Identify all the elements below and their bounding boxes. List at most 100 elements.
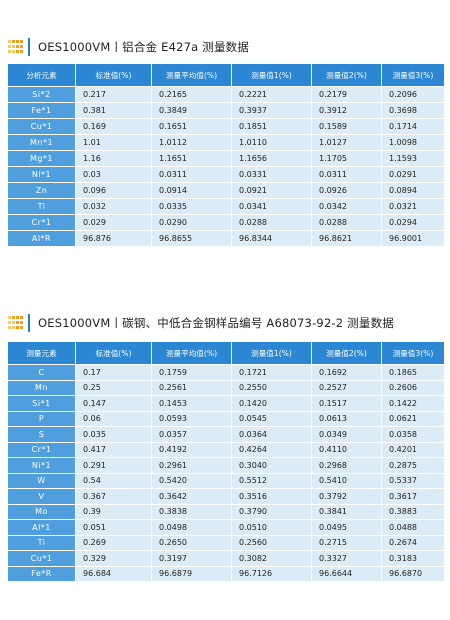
section-title-row: OES1000VM丨铝合金 E427a 测量数据 [8, 34, 444, 60]
table-row: Cu*1 0.169 0.1651 0.1851 0.1589 0.1714 [8, 118, 444, 134]
col-header: 测量值3(%) [382, 342, 444, 364]
value-cell: 0.0335 [152, 198, 232, 214]
value-cell: 0.0341 [232, 198, 312, 214]
value-cell: 0.5337 [382, 472, 444, 488]
section-title: OES1000VM丨碳钢、中低合金钢样品编号 A68073-92-2 测量数据 [38, 316, 394, 330]
value-cell: 0.2179 [312, 86, 382, 102]
value-cell: 1.1651 [152, 150, 232, 166]
value-cell: 0.0510 [232, 519, 312, 535]
element-cell: Zn [8, 182, 76, 198]
value-cell: 0.032 [76, 198, 152, 214]
element-cell: W [8, 472, 76, 488]
value-cell: 1.16 [76, 150, 152, 166]
value-cell: 0.0288 [312, 214, 382, 230]
table-row: Fe*R 96.684 96.6879 96.7126 96.6644 96.6870 [8, 565, 444, 581]
table-row: Cu*1 0.329 0.3197 0.3082 0.3327 0.3183 [8, 550, 444, 566]
value-cell: 0.3183 [382, 550, 444, 566]
value-cell: 0.25 [76, 379, 152, 395]
value-cell: 0.269 [76, 534, 152, 550]
value-cell: 0.029 [76, 214, 152, 230]
value-cell: 0.2165 [152, 86, 232, 102]
value-cell: 0.381 [76, 102, 152, 118]
grid-logo-icon [8, 316, 24, 330]
value-cell: 0.0290 [152, 214, 232, 230]
element-cell: Si*2 [8, 86, 76, 102]
table-row: Ti 0.032 0.0335 0.0341 0.0342 0.0321 [8, 198, 444, 214]
col-header: 测量平均值(%) [152, 342, 232, 364]
value-cell: 96.6870 [382, 565, 444, 581]
aluminum-alloy-section: OES1000VM丨铝合金 E427a 测量数据 分析元素 标准值(%) 测量平… [8, 34, 444, 246]
element-cell: Cu*1 [8, 118, 76, 134]
value-cell: 0.3040 [232, 457, 312, 473]
value-cell: 0.169 [76, 118, 152, 134]
value-cell: 0.1453 [152, 395, 232, 411]
value-cell: 0.3617 [382, 488, 444, 504]
element-cell: Mn [8, 379, 76, 395]
value-cell: 0.3937 [232, 102, 312, 118]
element-cell: V [8, 488, 76, 504]
value-cell: 0.0321 [382, 198, 444, 214]
value-cell: 0.3849 [152, 102, 232, 118]
element-cell: Fe*R [8, 565, 76, 581]
value-cell: 0.1420 [232, 395, 312, 411]
value-cell: 0.0921 [232, 182, 312, 198]
value-cell: 0.291 [76, 457, 152, 473]
value-cell: 0.0613 [312, 410, 382, 426]
value-cell: 0.3082 [232, 550, 312, 566]
element-cell: Al*R [8, 230, 76, 246]
section-title-row: OES1000VM丨碳钢、中低合金钢样品编号 A68073-92-2 测量数据 [8, 310, 444, 336]
value-cell: 0.4110 [312, 441, 382, 457]
value-cell: 0.2961 [152, 457, 232, 473]
value-cell: 0.4192 [152, 441, 232, 457]
value-cell: 0.5512 [232, 472, 312, 488]
element-cell: Cr*1 [8, 214, 76, 230]
element-cell: Mn*1 [8, 134, 76, 150]
value-cell: 0.0488 [382, 519, 444, 535]
value-cell: 0.39 [76, 503, 152, 519]
value-cell: 0.2527 [312, 379, 382, 395]
value-cell: 0.051 [76, 519, 152, 535]
table-row: V 0.367 0.3642 0.3516 0.3792 0.3617 [8, 488, 444, 504]
value-cell: 1.1656 [232, 150, 312, 166]
value-cell: 0.2606 [382, 379, 444, 395]
element-cell: Si*1 [8, 395, 76, 411]
value-cell: 0.329 [76, 550, 152, 566]
title-divider [28, 314, 30, 332]
value-cell: 0.0545 [232, 410, 312, 426]
value-cell: 0.2221 [232, 86, 312, 102]
value-cell: 96.876 [76, 230, 152, 246]
value-cell: 96.8621 [312, 230, 382, 246]
section-title: OES1000VM丨铝合金 E427a 测量数据 [38, 40, 250, 54]
table-row: P 0.06 0.0593 0.0545 0.0613 0.0621 [8, 410, 444, 426]
value-cell: 0.0498 [152, 519, 232, 535]
table-header-row: 分析元素 标准值(%) 测量平均值(%) 测量值1(%) 测量值2(%) 测量值… [8, 64, 444, 86]
value-cell: 0.0621 [382, 410, 444, 426]
table-row: Mg*1 1.16 1.1651 1.1656 1.1705 1.1593 [8, 150, 444, 166]
table-row: Ni*1 0.291 0.2961 0.3040 0.2968 0.2875 [8, 457, 444, 473]
value-cell: 0.0342 [312, 198, 382, 214]
col-header: 测量值2(%) [312, 342, 382, 364]
value-cell: 0.0294 [382, 214, 444, 230]
measurement-table: 分析元素 标准值(%) 测量平均值(%) 测量值1(%) 测量值2(%) 测量值… [8, 64, 444, 246]
value-cell: 0.0926 [312, 182, 382, 198]
value-cell: 0.3912 [312, 102, 382, 118]
table-row: W 0.54 0.5420 0.5512 0.5410 0.5337 [8, 472, 444, 488]
value-cell: 0.3642 [152, 488, 232, 504]
value-cell: 1.0127 [312, 134, 382, 150]
value-cell: 0.1589 [312, 118, 382, 134]
element-cell: Al*1 [8, 519, 76, 535]
value-cell: 0.035 [76, 426, 152, 442]
value-cell: 0.1851 [232, 118, 312, 134]
table-body: C 0.17 0.1759 0.1721 0.1692 0.1865 Mn 0.25 0.256… [8, 364, 444, 581]
element-cell: Ti [8, 198, 76, 214]
value-cell: 0.54 [76, 472, 152, 488]
value-cell: 0.06 [76, 410, 152, 426]
value-cell: 0.417 [76, 441, 152, 457]
col-header: 测量元素 [8, 342, 76, 364]
value-cell: 0.1721 [232, 364, 312, 380]
table-row: C 0.17 0.1759 0.1721 0.1692 0.1865 [8, 364, 444, 380]
value-cell: 0.0358 [382, 426, 444, 442]
value-cell: 0.2561 [152, 379, 232, 395]
element-cell: Cu*1 [8, 550, 76, 566]
steel-sample-section: OES1000VM丨碳钢、中低合金钢样品编号 A68073-92-2 测量数据 … [8, 310, 444, 581]
